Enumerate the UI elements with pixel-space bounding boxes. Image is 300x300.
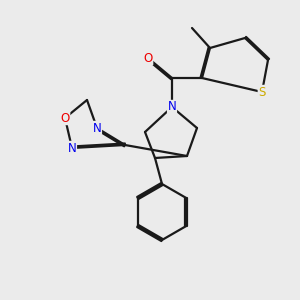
Text: S: S [258,85,266,98]
Text: N: N [68,142,76,154]
Text: O: O [60,112,70,124]
Text: O: O [143,52,153,64]
Text: N: N [168,100,176,113]
Text: N: N [93,122,101,134]
